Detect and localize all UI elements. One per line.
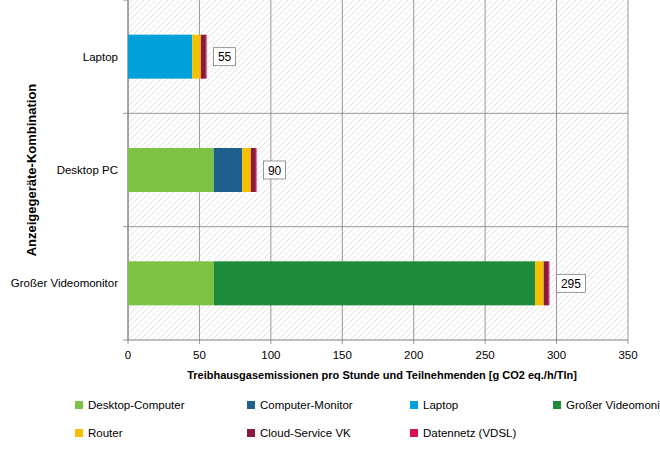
- tick-label: 0: [125, 349, 131, 361]
- tick: [556, 340, 557, 344]
- legend-label: Computer-Monitor: [260, 399, 353, 411]
- legend-swatch: [410, 429, 418, 437]
- legend-swatch: [75, 401, 83, 409]
- legend-label: Großer Videomonitor: [566, 399, 660, 411]
- tick-label: 300: [547, 349, 566, 361]
- grid-line: [628, 0, 629, 340]
- bar-segment: [201, 35, 206, 79]
- category-label: Laptop: [83, 51, 118, 63]
- bar-segment: [255, 148, 257, 192]
- tick: [413, 340, 414, 344]
- bar-segment: [251, 148, 256, 192]
- total-box: [556, 274, 585, 292]
- tick: [270, 340, 271, 344]
- bar-segment: [128, 35, 192, 79]
- bar-segment: [548, 261, 550, 305]
- total-label: 55: [218, 50, 232, 64]
- total-box: [214, 48, 236, 66]
- total-label: 295: [561, 277, 581, 291]
- legend-label: Desktop-Computer: [88, 399, 185, 411]
- tick: [128, 340, 129, 344]
- bar-segment: [214, 148, 243, 192]
- legend-swatch: [75, 429, 83, 437]
- tick-label: 200: [404, 349, 423, 361]
- bar-segment: [128, 261, 214, 305]
- bar-segment: [128, 148, 214, 192]
- legend-label: Laptop: [423, 399, 458, 411]
- legend-swatch: [410, 401, 418, 409]
- tick: [628, 340, 629, 344]
- tick-label: 100: [261, 349, 280, 361]
- bar-segment: [205, 35, 207, 79]
- tick: [342, 340, 343, 344]
- legend-label: Router: [88, 427, 123, 439]
- total-box: [264, 161, 286, 179]
- plot-background: [128, 0, 628, 340]
- category-tick: [123, 113, 128, 114]
- legend-label: Cloud-Service VK: [260, 427, 351, 439]
- y-axis-title: Anzeigegeräte-Kombination: [24, 84, 39, 257]
- tick: [199, 340, 200, 344]
- bar-segment: [242, 148, 251, 192]
- category-tick: [123, 226, 128, 227]
- category-tick: [123, 340, 128, 341]
- legend-label: Datennetz (VDSL): [423, 427, 516, 439]
- tick-label: 350: [618, 349, 637, 361]
- total-label: 90: [268, 164, 282, 178]
- tick-label: 50: [193, 349, 206, 361]
- bar-segment: [535, 261, 544, 305]
- bar-segment: [214, 261, 535, 305]
- legend-swatch: [247, 429, 255, 437]
- tick: [485, 340, 486, 344]
- tick-label: 250: [476, 349, 495, 361]
- category-separator: [128, 226, 628, 227]
- chart: 0 50 100 150 200 250 300 350 Laptop Desktop PC Gro…: [0, 0, 660, 454]
- bar-segment: [192, 35, 201, 79]
- category-label: Desktop PC: [57, 164, 118, 176]
- category-label: Großer Videomonitor: [11, 277, 118, 289]
- bar-segment: [544, 261, 549, 305]
- bars: [128, 35, 549, 306]
- x-axis-title: Treibhausgasemissionen pro Stunde und Te…: [187, 369, 577, 381]
- legend-swatch: [553, 401, 561, 409]
- x-axis: [128, 340, 628, 341]
- category-tick: [123, 0, 128, 1]
- category-separator: [128, 113, 628, 114]
- tick-label: 150: [333, 349, 352, 361]
- legend-swatch: [247, 401, 255, 409]
